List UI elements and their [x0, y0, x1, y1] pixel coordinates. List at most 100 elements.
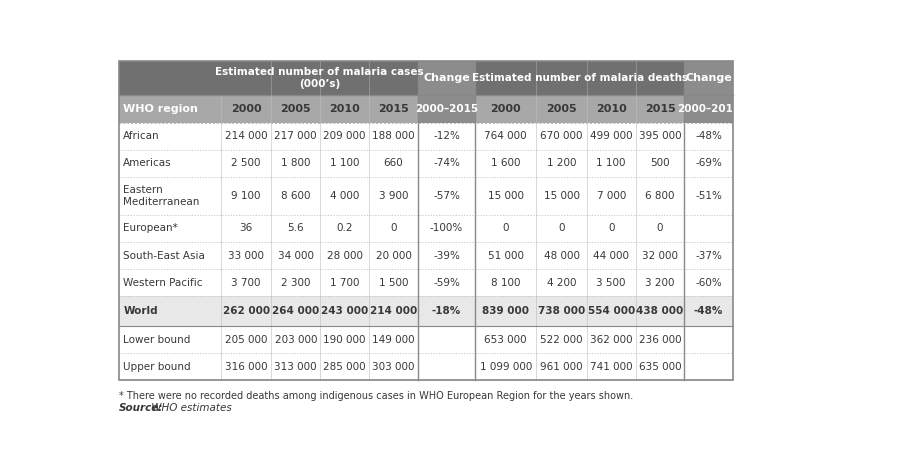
Text: 1 700: 1 700: [330, 278, 359, 288]
Bar: [119, 177, 733, 215]
Text: 522 000: 522 000: [540, 334, 583, 345]
Bar: [418, 95, 475, 123]
Text: 316 000: 316 000: [225, 362, 267, 372]
Text: Estimated number of malaria cases
(000’s): Estimated number of malaria cases (000’s…: [215, 67, 424, 89]
Text: 438 000: 438 000: [636, 306, 684, 316]
Bar: [685, 61, 733, 95]
Text: Lower bound: Lower bound: [123, 334, 191, 345]
Text: 20 000: 20 000: [375, 251, 411, 261]
Bar: [119, 269, 733, 296]
Text: 32 000: 32 000: [642, 251, 678, 261]
Text: 190 000: 190 000: [323, 334, 366, 345]
Bar: [221, 95, 418, 123]
Text: Upper bound: Upper bound: [123, 362, 191, 372]
Text: 0: 0: [558, 223, 565, 233]
Text: 4 200: 4 200: [547, 278, 576, 288]
Text: -12%: -12%: [433, 131, 460, 141]
Text: 0: 0: [608, 223, 615, 233]
Text: 285 000: 285 000: [323, 362, 366, 372]
Text: * There were no recorded deaths among indigenous cases in WHO European Region fo: * There were no recorded deaths among in…: [119, 391, 633, 401]
Text: WHO region: WHO region: [123, 104, 198, 114]
Text: 499 000: 499 000: [590, 131, 633, 141]
Text: 303 000: 303 000: [373, 362, 415, 372]
Text: 2000–2015: 2000–2015: [677, 104, 740, 114]
Text: 2005: 2005: [546, 104, 577, 114]
Text: 3 500: 3 500: [597, 278, 626, 288]
Text: 44 000: 44 000: [593, 251, 629, 261]
Bar: [119, 150, 733, 177]
Text: 15 000: 15 000: [488, 191, 524, 201]
Text: -59%: -59%: [433, 278, 460, 288]
Text: -69%: -69%: [695, 158, 722, 168]
Text: 362 000: 362 000: [590, 334, 633, 345]
Text: 961 000: 961 000: [540, 362, 583, 372]
Text: 1 100: 1 100: [330, 158, 359, 168]
Text: 34 000: 34 000: [278, 251, 314, 261]
Text: 2000–2015: 2000–2015: [415, 104, 478, 114]
Bar: [119, 353, 733, 380]
Text: 33 000: 33 000: [229, 251, 265, 261]
Text: 0: 0: [657, 223, 663, 233]
Text: 2 300: 2 300: [281, 278, 310, 288]
Text: World: World: [123, 306, 158, 316]
Bar: [119, 123, 733, 150]
Text: 738 000: 738 000: [538, 306, 585, 316]
Text: 8 600: 8 600: [281, 191, 310, 201]
Text: 36: 36: [239, 223, 253, 233]
Text: 51 000: 51 000: [488, 251, 524, 261]
Text: 214 000: 214 000: [225, 131, 267, 141]
Text: 2015: 2015: [378, 104, 409, 114]
Text: 1 800: 1 800: [281, 158, 310, 168]
Text: 236 000: 236 000: [639, 334, 681, 345]
Text: 262 000: 262 000: [222, 306, 270, 316]
Text: 205 000: 205 000: [225, 334, 267, 345]
Text: 2000: 2000: [231, 104, 262, 114]
Bar: [119, 95, 221, 123]
Text: -48%: -48%: [694, 306, 724, 316]
Text: 7 000: 7 000: [597, 191, 626, 201]
Text: 764 000: 764 000: [484, 131, 527, 141]
Text: Source:: Source:: [119, 403, 163, 413]
Text: 243 000: 243 000: [321, 306, 368, 316]
Text: 8 100: 8 100: [491, 278, 520, 288]
Text: -74%: -74%: [433, 158, 460, 168]
Text: 149 000: 149 000: [372, 334, 415, 345]
Bar: [119, 242, 733, 269]
Text: 660: 660: [383, 158, 403, 168]
Text: 3 700: 3 700: [231, 278, 261, 288]
Text: Change: Change: [423, 73, 470, 83]
Text: 4 000: 4 000: [330, 191, 359, 201]
Bar: [685, 95, 733, 123]
Text: 209 000: 209 000: [323, 131, 366, 141]
Text: 264 000: 264 000: [272, 306, 320, 316]
Bar: [475, 61, 685, 95]
Bar: [119, 61, 733, 380]
Text: 554 000: 554 000: [588, 306, 634, 316]
Text: 395 000: 395 000: [639, 131, 681, 141]
Bar: [119, 296, 733, 326]
Text: 203 000: 203 000: [274, 334, 317, 345]
Text: 214 000: 214 000: [370, 306, 417, 316]
Text: 635 000: 635 000: [639, 362, 681, 372]
Text: 1 200: 1 200: [547, 158, 576, 168]
Text: African: African: [123, 131, 160, 141]
Text: 653 000: 653 000: [484, 334, 527, 345]
Text: Americas: Americas: [123, 158, 172, 168]
Text: 1 099 000: 1 099 000: [480, 362, 532, 372]
Text: Estimated number of malaria deaths: Estimated number of malaria deaths: [472, 73, 688, 83]
Text: 0: 0: [502, 223, 509, 233]
Text: 2 500: 2 500: [231, 158, 261, 168]
Text: Western Pacific: Western Pacific: [123, 278, 202, 288]
Text: 741 000: 741 000: [590, 362, 633, 372]
Text: -48%: -48%: [695, 131, 722, 141]
Text: 188 000: 188 000: [372, 131, 415, 141]
Text: European*: European*: [123, 223, 178, 233]
Text: 1 600: 1 600: [491, 158, 520, 168]
Text: 6 800: 6 800: [645, 191, 675, 201]
Text: 0.2: 0.2: [337, 223, 353, 233]
Text: Eastern
Mediterranean: Eastern Mediterranean: [123, 185, 200, 207]
Text: 2010: 2010: [329, 104, 360, 114]
Text: 670 000: 670 000: [540, 131, 583, 141]
Text: -57%: -57%: [433, 191, 460, 201]
Text: 3 900: 3 900: [379, 191, 409, 201]
